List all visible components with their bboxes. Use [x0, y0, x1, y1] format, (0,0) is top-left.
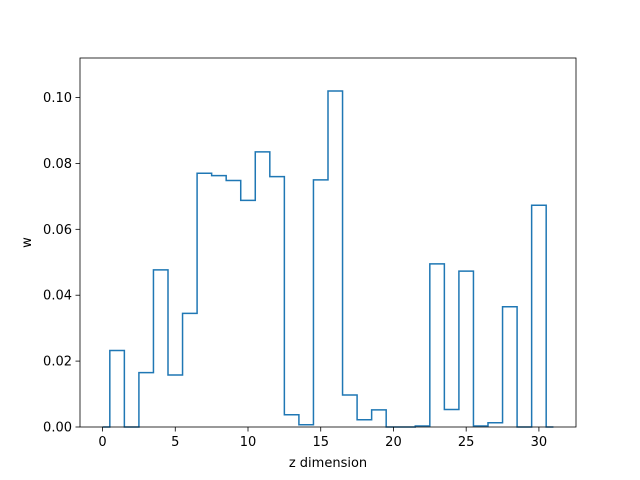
x-tick-label: 30: [531, 435, 548, 450]
y-tick-label: 0.00: [43, 421, 72, 436]
y-tick-label: 0.02: [43, 355, 72, 370]
y-tick-label: 0.06: [43, 223, 72, 238]
y-tick-label: 0.08: [43, 157, 72, 172]
x-axis: 0 5 10 15 20 25 30: [98, 427, 547, 450]
x-axis-label: z dimension: [289, 456, 367, 471]
series-line: [102, 90, 554, 428]
x-tick-label: 25: [458, 435, 475, 450]
plot-area: [102, 90, 554, 428]
x-tick-label: 5: [171, 435, 179, 450]
axes-frame: [79, 57, 577, 428]
x-tick-label: 10: [240, 435, 257, 450]
x-tick-label: 0: [98, 435, 106, 450]
x-tick-label: 20: [385, 435, 402, 450]
y-axis: 0.00 0.02 0.04 0.06 0.08 0.10: [43, 91, 80, 436]
y-axis-label: w: [20, 237, 35, 248]
x-tick-label: 15: [312, 435, 329, 450]
y-tick-label: 0.10: [43, 91, 72, 106]
y-tick-label: 0.04: [43, 289, 72, 304]
